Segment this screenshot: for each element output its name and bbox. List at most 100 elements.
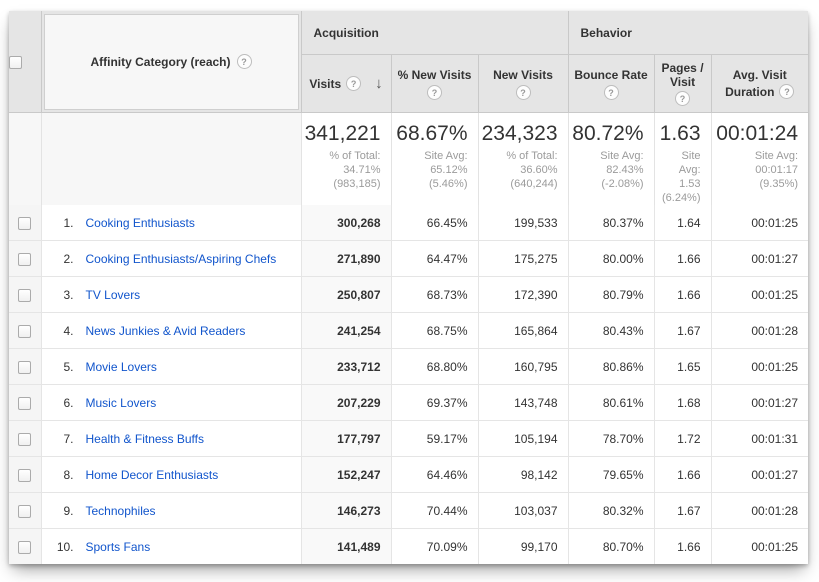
row-category-link[interactable]: Sports Fans — [85, 539, 151, 554]
row-category-link[interactable]: Cooking Enthusiasts — [85, 215, 195, 230]
row-bounce-rate: 80.70% — [568, 528, 655, 564]
help-icon[interactable]: ? — [779, 84, 795, 99]
row-category-link[interactable]: Cooking Enthusiasts/Aspiring Chefs — [85, 251, 277, 266]
sort-desc-icon[interactable]: ↓ — [375, 74, 383, 92]
row-category-link[interactable]: Home Decor Enthusiasts — [85, 467, 219, 482]
row-visits: 271,890 — [301, 240, 392, 277]
column-label-pages-line1: Pages / — [661, 61, 704, 75]
summary-new-visits-value: 234,323 — [481, 122, 558, 145]
row-bounce-rate: 80.00% — [568, 240, 655, 277]
summary-pct-new-visits-sub: 65.12% — [430, 164, 468, 176]
column-header-avg-visit-duration[interactable]: Avg. Visit Duration ? — [711, 54, 809, 113]
row-category-cell: 9. Technophiles — [41, 492, 302, 529]
row-pages-per-visit: 1.67 — [654, 492, 712, 529]
row-category-link[interactable]: News Junkies & Avid Readers — [85, 323, 246, 338]
help-icon[interactable]: ? — [236, 54, 252, 69]
row-pages-per-visit: 1.65 — [654, 348, 712, 385]
row-checkbox-cell — [9, 456, 42, 493]
summary-bounce-rate-value: 80.72% — [572, 122, 644, 145]
row-category-cell: 10. Sports Fans — [41, 528, 302, 564]
row-visits: 146,273 — [301, 492, 392, 529]
row-pct-new-visits: 66.45% — [391, 205, 479, 241]
row-checkbox[interactable] — [18, 324, 32, 338]
row-checkbox[interactable] — [18, 504, 32, 518]
row-new-visits: 160,795 — [478, 348, 569, 385]
report-table: Affinity Category (reach) ? Acquisition … — [9, 11, 809, 564]
row-pages-per-visit: 1.64 — [654, 205, 712, 241]
select-all-checkbox[interactable] — [9, 55, 22, 69]
row-checkbox-cell — [9, 276, 42, 313]
row-pages-per-visit: 1.66 — [654, 240, 712, 277]
column-header-bounce-rate[interactable]: Bounce Rate ? — [568, 54, 655, 113]
row-checkbox[interactable] — [18, 360, 32, 374]
table-row: 7. Health & Fitness Buffs 177,797 59.17% … — [9, 420, 809, 457]
row-avg-visit-duration: 00:01:27 — [711, 240, 809, 277]
row-checkbox-cell — [9, 312, 42, 349]
column-header-visits[interactable]: Visits ? ↓ — [301, 54, 392, 113]
help-icon[interactable]: ? — [515, 85, 531, 100]
summary-pages-per-visit-sub: (6.24%) — [661, 192, 701, 204]
row-category-link[interactable]: TV Lovers — [85, 287, 141, 302]
row-pct-new-visits: 68.75% — [391, 312, 479, 349]
row-category-cell: 5. Movie Lovers — [41, 348, 302, 385]
row-category-cell: 7. Health & Fitness Buffs — [41, 420, 302, 457]
summary-pages-per-visit-sub: 1.53 — [679, 178, 701, 190]
row-checkbox[interactable] — [18, 216, 32, 230]
column-header-new-visits[interactable]: New Visits ? — [478, 54, 569, 113]
row-bounce-rate: 80.86% — [568, 348, 655, 385]
row-index: 3. — [63, 287, 74, 302]
row-checkbox[interactable] — [18, 288, 32, 302]
row-checkbox[interactable] — [18, 432, 32, 446]
row-pct-new-visits: 59.17% — [391, 420, 479, 457]
row-index: 7. — [63, 431, 74, 446]
row-bounce-rate: 80.32% — [568, 492, 655, 529]
group-header-behavior: Behavior — [568, 11, 809, 55]
help-icon[interactable]: ? — [427, 85, 442, 100]
dimension-header-panel[interactable]: Affinity Category (reach) ? — [43, 13, 299, 110]
row-checkbox-cell — [9, 420, 42, 457]
dimension-header-cell: Affinity Category (reach) ? — [41, 11, 302, 113]
row-new-visits: 105,194 — [478, 420, 569, 457]
row-new-visits: 98,142 — [478, 456, 569, 493]
row-category-cell: 4. News Junkies & Avid Readers — [41, 312, 302, 349]
row-pct-new-visits: 68.80% — [391, 348, 479, 385]
row-checkbox[interactable] — [18, 396, 32, 410]
column-label-duration-line1: Avg. Visit — [732, 68, 787, 82]
row-bounce-rate: 80.61% — [568, 384, 655, 421]
summary-bounce-rate: 80.72% Site Avg: 82.43% (-2.08%) — [568, 112, 655, 205]
row-pages-per-visit: 1.72 — [654, 420, 712, 457]
summary-category-cell — [41, 112, 302, 205]
row-checkbox[interactable] — [18, 468, 32, 482]
row-category-link[interactable]: Technophiles — [85, 503, 156, 518]
help-icon[interactable]: ? — [675, 91, 691, 106]
row-pct-new-visits: 64.47% — [391, 240, 479, 277]
summary-visits-sub: % of Total: — [329, 150, 381, 162]
row-bounce-rate: 78.70% — [568, 420, 655, 457]
group-header-row: Affinity Category (reach) ? Acquisition … — [9, 11, 809, 113]
table-row: 8. Home Decor Enthusiasts 152,247 64.46% … — [9, 456, 809, 493]
column-label-pages-line2: Visit — [669, 75, 696, 89]
row-visits: 177,797 — [301, 420, 392, 457]
row-checkbox[interactable] — [18, 252, 32, 266]
help-icon[interactable]: ? — [603, 85, 619, 100]
table-row: 5. Movie Lovers 233,712 68.80% 160,795 80… — [9, 348, 809, 385]
column-label-visits: Visits — [309, 76, 342, 91]
row-pages-per-visit: 1.68 — [654, 384, 712, 421]
affinity-report-table: Affinity Category (reach) ? Acquisition … — [9, 11, 809, 564]
row-pages-per-visit: 1.67 — [654, 312, 712, 349]
column-label-pct-new-visits: % New Visits — [397, 68, 472, 82]
table-row: 3. TV Lovers 250,807 68.73% 172,390 80.79… — [9, 276, 809, 313]
row-category-cell: 2. Cooking Enthusiasts/Aspiring Chefs — [41, 240, 302, 277]
row-category-link[interactable]: Movie Lovers — [85, 359, 157, 374]
row-category-link[interactable]: Health & Fitness Buffs — [85, 431, 205, 446]
column-header-pct-new-visits[interactable]: % New Visits ? — [391, 54, 479, 113]
row-bounce-rate: 80.79% — [568, 276, 655, 313]
table-row: 10. Sports Fans 141,489 70.09% 99,170 80.… — [9, 528, 809, 564]
column-header-pages-per-visit[interactable]: Pages / Visit ? — [654, 54, 712, 113]
row-category-link[interactable]: Music Lovers — [85, 395, 157, 410]
row-index: 2. — [63, 251, 74, 266]
row-avg-visit-duration: 00:01:28 — [711, 312, 809, 349]
row-checkbox[interactable] — [18, 540, 32, 554]
help-icon[interactable]: ? — [346, 76, 362, 91]
row-new-visits: 99,170 — [478, 528, 569, 564]
